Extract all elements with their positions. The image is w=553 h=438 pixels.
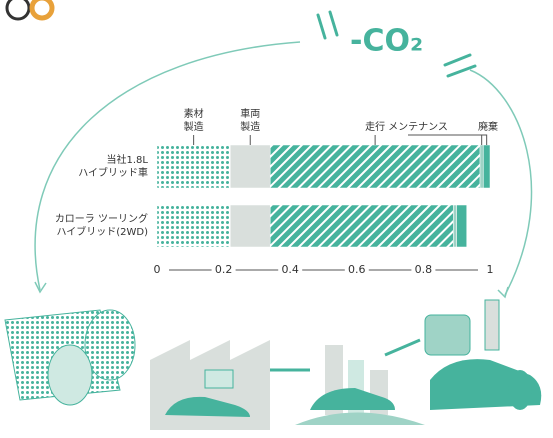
leader-line	[478, 134, 488, 145]
bar-segment	[156, 144, 231, 189]
legend-label: 走行	[365, 122, 386, 133]
x-tick-label: 0.2	[215, 263, 233, 276]
bar-segment	[456, 204, 467, 248]
category-label: 当社1.8L ハイブリッド車	[78, 154, 148, 179]
tick-mark	[211, 263, 236, 277]
category-label: カローラ ツーリング ハイブリッド(2WD)	[54, 214, 148, 238]
bar-segment	[269, 204, 454, 248]
illustration-factory	[150, 340, 270, 430]
co2-label: -CO₂	[350, 24, 423, 59]
x-tick-label: 0.4	[281, 263, 299, 276]
x-tick-label: 1	[487, 263, 494, 276]
illustration-city	[270, 338, 425, 425]
illustration-materials	[4, 309, 136, 406]
bar-segment	[453, 204, 457, 248]
legend-label: 素材 製造	[183, 109, 204, 133]
tick-mark	[478, 263, 502, 277]
illustration-recycle	[424, 299, 542, 410]
bar-segment	[230, 144, 271, 189]
bar-segment	[156, 204, 231, 248]
x-tick-label: 0.6	[348, 263, 366, 276]
co2-marks	[316, 10, 477, 78]
recycle-icon	[5, 0, 55, 21]
leader-line	[408, 134, 483, 145]
tick-mark	[145, 263, 169, 277]
bar-segment	[269, 144, 481, 189]
tick-mark	[411, 263, 436, 277]
x-tick-label: 0	[154, 263, 161, 276]
bar-segment	[230, 204, 271, 248]
x-tick-label: 0.8	[415, 263, 433, 276]
legend-label: 車両 製造	[240, 109, 261, 133]
legend-label: 廃棄	[478, 122, 498, 133]
bar-segment	[483, 144, 491, 189]
tick-mark	[344, 263, 369, 277]
tick-mark	[278, 263, 303, 277]
legend-label: メンテナンス	[388, 122, 448, 133]
cycle-arc	[34, 41, 533, 299]
bar-segment	[479, 144, 484, 189]
